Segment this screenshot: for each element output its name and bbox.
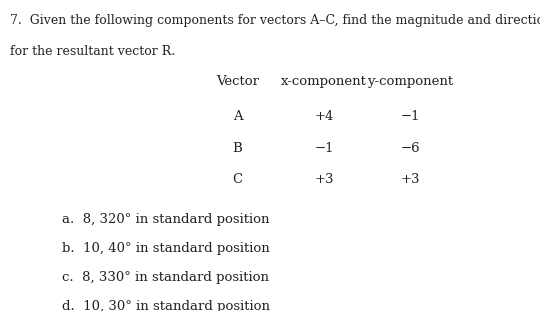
Text: y-component: y-component <box>367 75 454 88</box>
Text: +3: +3 <box>314 173 334 186</box>
Text: B: B <box>233 142 242 155</box>
Text: 7.  Given the following components for vectors A–C, find the magnitude and direc: 7. Given the following components for ve… <box>10 14 540 27</box>
Text: A: A <box>233 110 242 123</box>
Text: Vector: Vector <box>216 75 259 88</box>
Text: for the resultant vector R.: for the resultant vector R. <box>10 45 175 58</box>
Text: x-component: x-component <box>281 75 367 88</box>
Text: −6: −6 <box>401 142 420 155</box>
Text: −1: −1 <box>314 142 334 155</box>
Text: d.  10, 30° in standard position: d. 10, 30° in standard position <box>62 300 270 311</box>
Text: +3: +3 <box>401 173 420 186</box>
Text: c.  8, 330° in standard position: c. 8, 330° in standard position <box>62 271 269 284</box>
Text: −1: −1 <box>401 110 420 123</box>
Text: b.  10, 40° in standard position: b. 10, 40° in standard position <box>62 242 270 255</box>
Text: C: C <box>233 173 242 186</box>
Text: a.  8, 320° in standard position: a. 8, 320° in standard position <box>62 213 269 226</box>
Text: +4: +4 <box>314 110 334 123</box>
